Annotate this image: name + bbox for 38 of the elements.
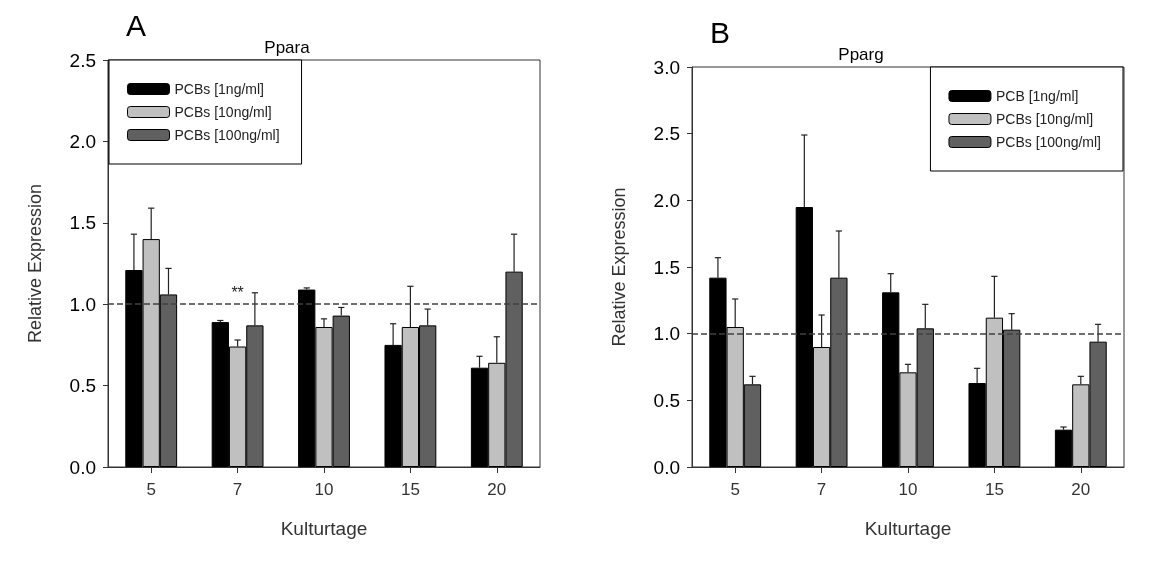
x-tick-label: 10 (898, 480, 918, 499)
y-axis-title: Relative Expression (25, 183, 45, 344)
x-tick-label: 5 (730, 480, 740, 499)
y-tick-label: 0.5 (653, 389, 680, 411)
x-axis-title: Kulturtage (280, 518, 368, 539)
x-tick-label: 10 (314, 480, 334, 499)
y-tick-label: 0.5 (69, 375, 96, 397)
text: B (710, 15, 731, 49)
x-tick-label: 5 (146, 480, 156, 499)
chart-title: Ppara (264, 38, 311, 57)
legend-label: PCBs [10ng/ml] (995, 111, 1094, 127)
y-tick-label: 1.0 (653, 323, 680, 345)
y-tick-label: 2.5 (69, 49, 96, 71)
legend-label: PCBs [100ng/ml] (174, 127, 280, 143)
annotation: ** (231, 284, 244, 302)
y-tick-label: 2.0 (69, 130, 96, 152)
x-tick-label: 20 (487, 480, 507, 499)
x-axis-title: Kulturtage (864, 518, 952, 539)
x-tick-label: 15 (400, 480, 420, 499)
y-tick-label: 1.5 (69, 212, 96, 234)
x-tick-label: 7 (816, 480, 827, 499)
y-tick-label: 0.0 (653, 456, 680, 478)
text: A (126, 8, 147, 42)
x-tick-label: 20 (1071, 480, 1091, 499)
legend-label: PCBs [1ng/ml] (174, 81, 264, 97)
y-tick-label: 1.5 (653, 256, 680, 278)
x-tick-label: 15 (984, 480, 1004, 499)
y-tick-label: 0.0 (69, 456, 96, 478)
y-tick-label: 2.5 (653, 123, 680, 145)
legend-label: PCB [1ng/ml] (995, 88, 1079, 104)
legend-label: PCBs [100ng/ml] (995, 134, 1102, 150)
y-axis-title: Relative Expression (609, 187, 629, 347)
x-tick-label: 7 (232, 480, 243, 499)
y-tick-label: 1.0 (69, 293, 96, 315)
y-tick-label: 3.0 (653, 56, 680, 78)
legend-label: PCBs [10ng/ml] (174, 104, 272, 120)
chart-title: Pparg (838, 45, 884, 64)
y-tick-label: 2.0 (653, 189, 680, 211)
